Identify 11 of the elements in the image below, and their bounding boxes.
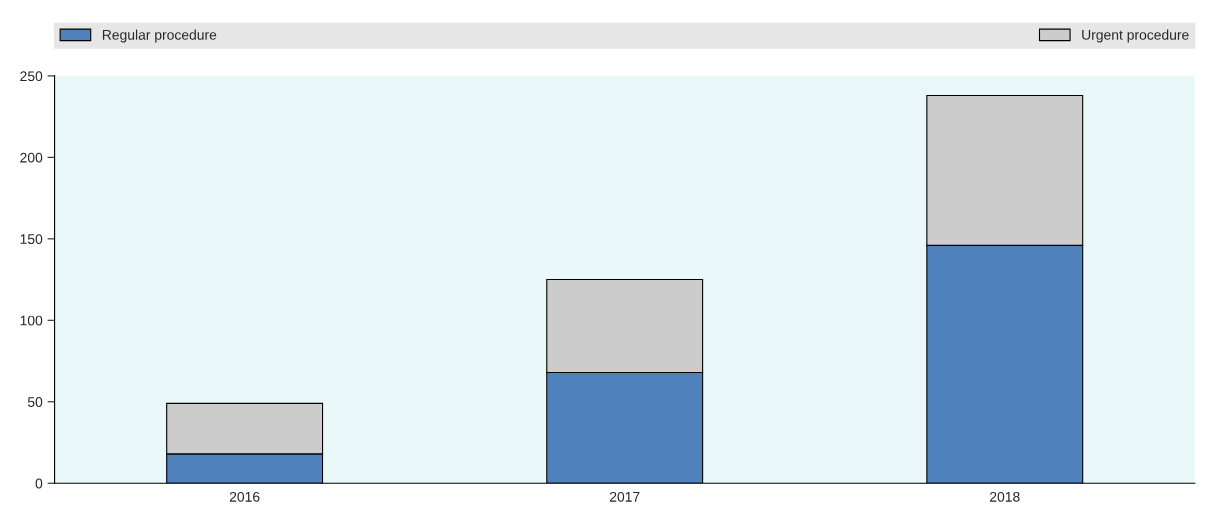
y-tick-label: 100 <box>20 315 43 326</box>
x-tick-label: 2016 <box>229 491 260 502</box>
y-tick-label: 250 <box>20 71 43 82</box>
y-tick-label: 50 <box>27 397 43 407</box>
legend-label: Urgent procedure <box>1082 29 1189 43</box>
x-tick-label: 2018 <box>990 491 1020 502</box>
y-tick-label: 200 <box>20 152 43 163</box>
legend-label: Regular procedure <box>102 29 217 43</box>
y-tick-label: 0 <box>35 478 43 489</box>
y-tick-label: 150 <box>20 234 43 244</box>
x-tick-label: 2017 <box>609 491 640 502</box>
